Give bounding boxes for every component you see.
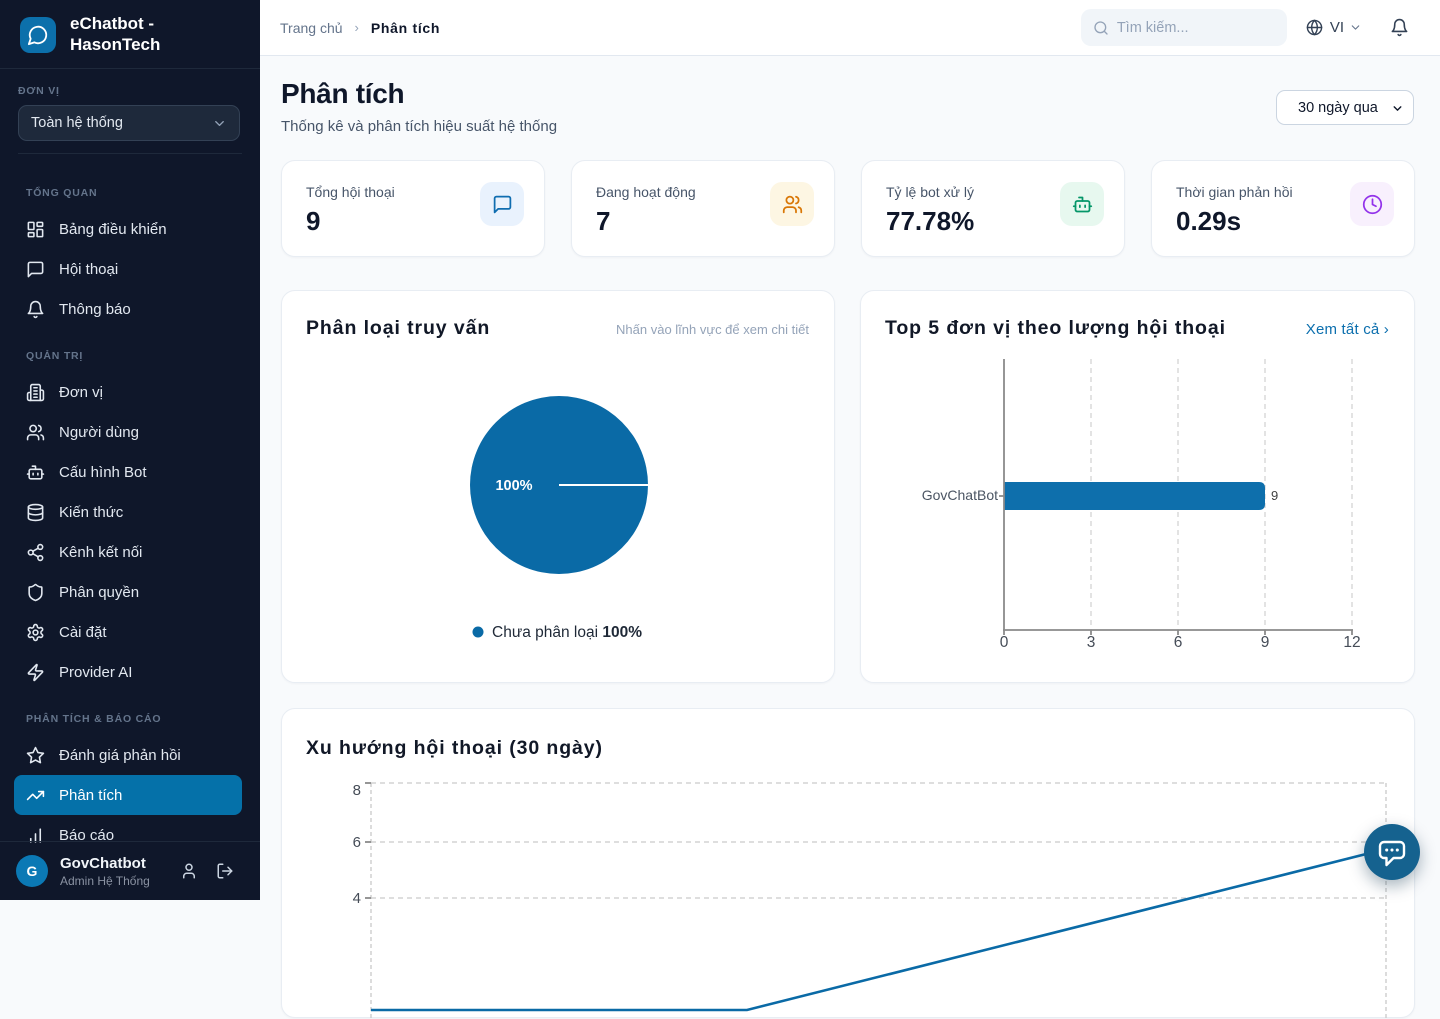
svg-text:GovChatBot: GovChatBot xyxy=(922,487,998,503)
svg-text:9: 9 xyxy=(1261,634,1270,651)
svg-text:9: 9 xyxy=(1271,488,1278,503)
svg-text:6: 6 xyxy=(1174,634,1183,651)
svg-text:6: 6 xyxy=(353,834,361,851)
svg-text:3: 3 xyxy=(1087,634,1096,651)
svg-text:4: 4 xyxy=(353,890,361,907)
svg-text:12: 12 xyxy=(1343,634,1360,651)
svg-text:8: 8 xyxy=(353,782,361,799)
svg-text:100%: 100% xyxy=(495,478,532,494)
svg-text:Chưa phân loại 100%: Chưa phân loại 100% xyxy=(492,624,642,641)
svg-text:0: 0 xyxy=(1000,634,1009,651)
